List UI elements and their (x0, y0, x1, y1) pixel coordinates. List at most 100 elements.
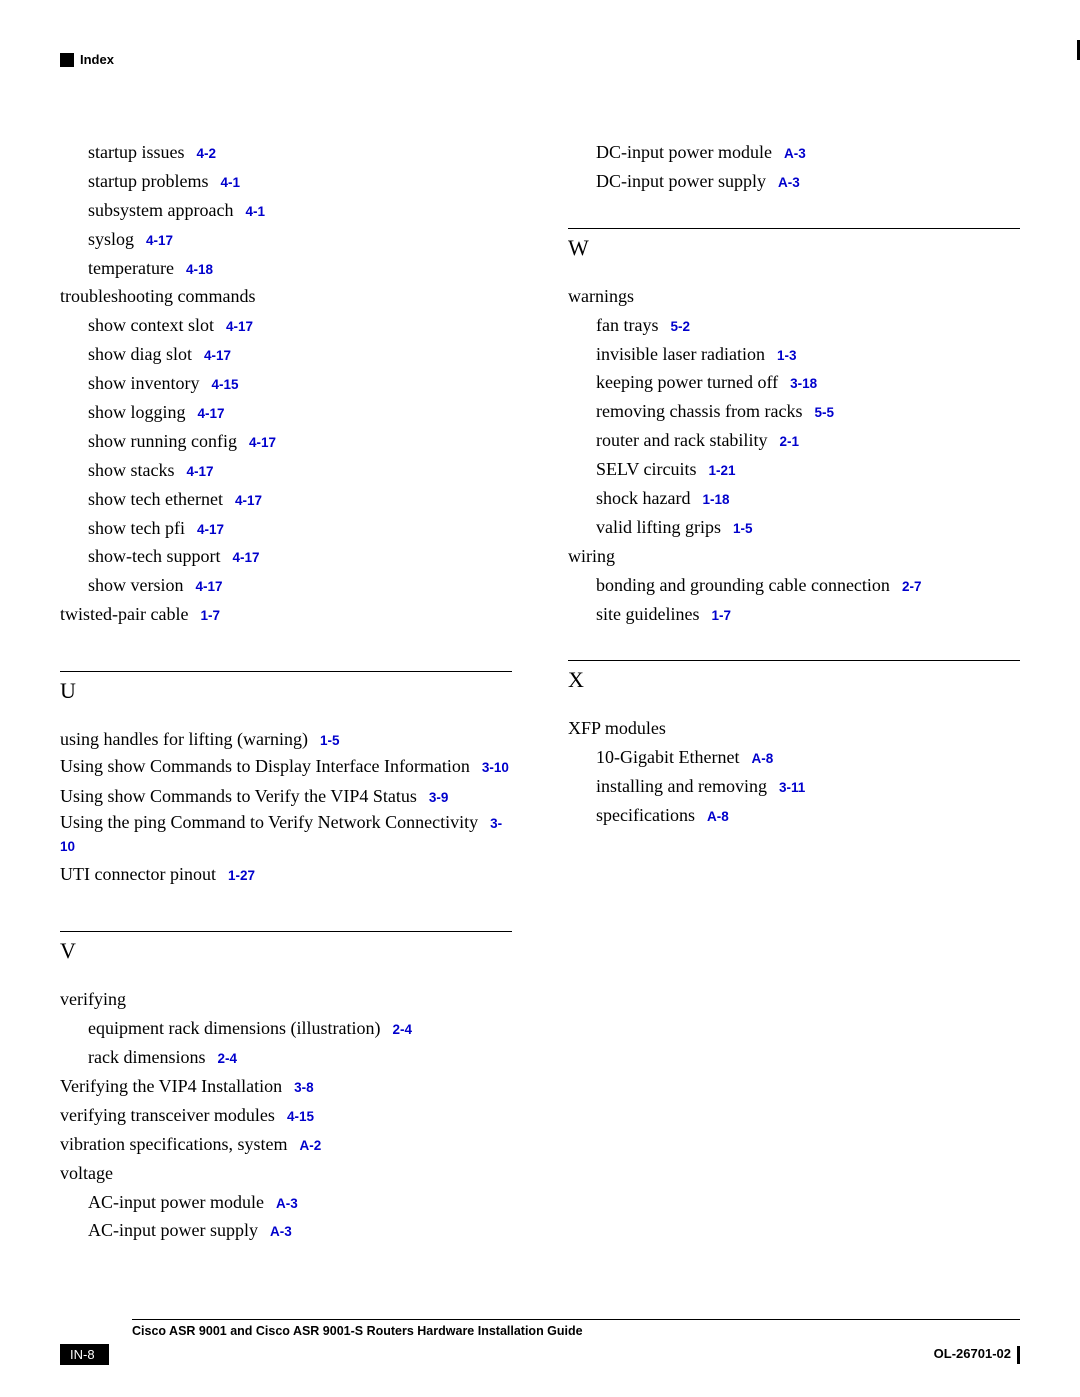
section-letter-w: W (568, 235, 1020, 261)
page-ref[interactable]: A-8 (751, 751, 773, 766)
index-entry: show logging4-17 (88, 399, 512, 427)
index-entry: removing chassis from racks5-5 (596, 398, 1020, 426)
page-ref[interactable]: 4-2 (197, 146, 217, 161)
index-entry: Using show Commands to Verify the VIP4 S… (60, 783, 512, 811)
page-ref[interactable]: 1-5 (320, 733, 340, 748)
index-entry: invisible laser radiation1-3 (596, 341, 1020, 369)
page-ref[interactable]: 4-17 (235, 493, 262, 508)
page-ref[interactable]: 1-18 (702, 492, 729, 507)
footer-rule (132, 1319, 1020, 1320)
index-entry: startup problems4-1 (88, 168, 512, 196)
change-bar-icon (1017, 1346, 1020, 1364)
page-ref[interactable]: 4-17 (249, 435, 276, 450)
page-ref[interactable]: 2-4 (217, 1051, 237, 1066)
page-ref[interactable]: 2-4 (392, 1022, 412, 1037)
section-letter-v: V (60, 938, 512, 964)
footer-title: Cisco ASR 9001 and Cisco ASR 9001-S Rout… (132, 1324, 1020, 1338)
page-ref[interactable]: 4-17 (146, 233, 173, 248)
index-entry: router and rack stability2-1 (596, 427, 1020, 455)
index-entry: AC-input power supplyA-3 (88, 1217, 512, 1245)
index-entry: twisted-pair cable1-7 (60, 601, 512, 629)
page-ref[interactable]: 5-5 (814, 405, 834, 420)
page-ref[interactable]: 2-7 (902, 579, 922, 594)
section-rule (60, 671, 512, 672)
left-column: startup issues4-2 startup problems4-1 su… (60, 139, 512, 1246)
index-entry: startup issues4-2 (88, 139, 512, 167)
page-ref[interactable]: 4-17 (196, 579, 223, 594)
section-letter-x: X (568, 667, 1020, 693)
index-entry: vibration specifications, systemA-2 (60, 1131, 512, 1159)
page-ref[interactable]: 4-17 (198, 406, 225, 421)
page-ref[interactable]: A-3 (270, 1224, 292, 1239)
index-entry: using handles for lifting (warning)1-5 (60, 726, 512, 754)
page-ref[interactable]: 4-1 (220, 175, 240, 190)
index-entry: warnings (568, 283, 1020, 311)
page-ref[interactable]: 1-7 (711, 608, 731, 623)
index-entry: shock hazard1-18 (596, 485, 1020, 513)
page-number-badge: IN-8 (60, 1344, 109, 1365)
section-rule (60, 931, 512, 932)
index-entry: equipment rack dimensions (illustration)… (88, 1015, 512, 1043)
section-rule (568, 228, 1020, 229)
index-entry: show tech ethernet4-17 (88, 486, 512, 514)
section-letter-u: U (60, 678, 512, 704)
index-entry: show stacks4-17 (88, 457, 512, 485)
page-ref[interactable]: 4-17 (232, 550, 259, 565)
page-ref[interactable]: 1-5 (733, 521, 753, 536)
page-ref[interactable]: 4-17 (226, 319, 253, 334)
index-entry: show running config4-17 (88, 428, 512, 456)
page-ref[interactable]: A-8 (707, 809, 729, 824)
index-entry: UTI connector pinout1-27 (60, 861, 512, 889)
doc-number-wrap: OL-26701-02 (934, 1345, 1020, 1363)
index-entry: fan trays5-2 (596, 312, 1020, 340)
page-ref[interactable]: 1-27 (228, 868, 255, 883)
page-ref[interactable]: 3-8 (294, 1080, 314, 1095)
index-entry: rack dimensions2-4 (88, 1044, 512, 1072)
header-square-icon (60, 53, 74, 67)
page-ref[interactable]: 1-21 (709, 463, 736, 478)
index-entry: Verifying the VIP4 Installation3-8 (60, 1073, 512, 1101)
left-continuation: startup issues4-2 startup problems4-1 su… (60, 139, 512, 629)
page-ref[interactable]: 3-18 (790, 376, 817, 391)
index-entry: show version4-17 (88, 572, 512, 600)
index-entry: 10-Gigabit EthernetA-8 (596, 744, 1020, 772)
index-entry: installing and removing3-11 (596, 773, 1020, 801)
page-ref[interactable]: 4-17 (187, 464, 214, 479)
page-ref[interactable]: 4-15 (212, 377, 239, 392)
page-ref[interactable]: 3-9 (429, 790, 449, 805)
page-footer: Cisco ASR 9001 and Cisco ASR 9001-S Rout… (0, 1319, 1080, 1365)
section-w-entries: warnings fan trays5-2 invisible laser ra… (568, 283, 1020, 629)
page-ref[interactable]: A-3 (276, 1196, 298, 1211)
index-entry: Using show Commands to Display Interface… (60, 755, 512, 778)
index-entry: DC-input power supplyA-3 (596, 168, 1020, 196)
index-entry: temperature4-18 (88, 255, 512, 283)
page-ref[interactable]: 4-15 (287, 1109, 314, 1124)
section-rule (568, 660, 1020, 661)
header-label: Index (80, 52, 114, 67)
index-entry: wiring (568, 543, 1020, 571)
page-header: Index (60, 52, 1020, 67)
index-entry: troubleshooting commands (60, 283, 512, 311)
index-columns: startup issues4-2 startup problems4-1 su… (60, 139, 1020, 1246)
page-ref[interactable]: 1-7 (200, 608, 220, 623)
index-entry: DC-input power moduleA-3 (596, 139, 1020, 167)
index-entry: show context slot4-17 (88, 312, 512, 340)
page-ref[interactable]: 3-11 (779, 780, 805, 795)
page-ref[interactable]: 5-2 (670, 319, 690, 334)
index-entry: show tech pfi4-17 (88, 515, 512, 543)
index-entry: SELV circuits1-21 (596, 456, 1020, 484)
page-ref[interactable]: 2-1 (779, 434, 799, 449)
page-ref[interactable]: 4-17 (197, 522, 224, 537)
right-column: DC-input power moduleA-3 DC-input power … (568, 139, 1020, 1246)
page-ref[interactable]: 4-17 (204, 348, 231, 363)
right-continuation: DC-input power moduleA-3 DC-input power … (568, 139, 1020, 196)
page-ref[interactable]: A-3 (784, 146, 806, 161)
page-content: Index startup issues4-2 startup problems… (0, 0, 1080, 1246)
page-ref[interactable]: 4-18 (186, 262, 213, 277)
page-ref[interactable]: A-3 (778, 175, 800, 190)
page-ref[interactable]: 3-10 (482, 760, 509, 775)
page-ref[interactable]: 1-3 (777, 348, 797, 363)
index-entry: show diag slot4-17 (88, 341, 512, 369)
page-ref[interactable]: A-2 (299, 1138, 321, 1153)
page-ref[interactable]: 4-1 (245, 204, 265, 219)
